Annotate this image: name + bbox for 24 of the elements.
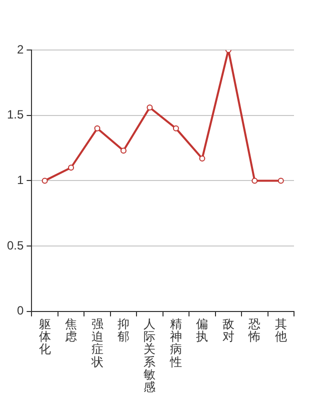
point (42, 178, 48, 184)
x-tick-label: 敌对 (222, 317, 234, 344)
point (199, 155, 206, 162)
point (120, 148, 126, 154)
x-tick-label: 人际关系敏感 (144, 317, 156, 394)
x-tick-label: 其他 (274, 317, 287, 344)
point (278, 178, 284, 184)
point (172, 125, 179, 132)
x-tick-label: 强迫症状 (90, 317, 104, 369)
x-tick-label: 焦虑 (65, 317, 78, 344)
y-tick-label: 2 (16, 42, 24, 56)
y-tick-label: 1 (16, 173, 24, 188)
y-tick-label: 0 (16, 304, 24, 318)
x-tick-label: 精神病性 (168, 317, 182, 369)
x-tick-label: 躯体化 (38, 317, 51, 356)
y-tick-label: 1.5 (6, 108, 24, 122)
point (68, 164, 74, 171)
point (94, 125, 100, 132)
x-tick-label: 偏执 (196, 317, 208, 344)
y-tick-label: 0.5 (6, 238, 24, 252)
x-tick-label: 恐怖 (248, 317, 261, 344)
point (252, 178, 258, 184)
x-tick-label: 抑郁 (117, 317, 130, 344)
point (146, 104, 153, 111)
